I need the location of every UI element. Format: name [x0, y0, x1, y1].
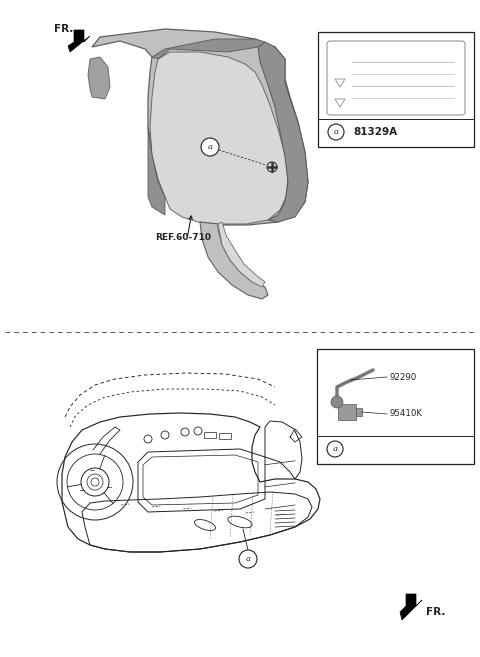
- Bar: [356, 408, 362, 416]
- Text: 81329A: 81329A: [353, 127, 397, 137]
- Polygon shape: [88, 57, 110, 99]
- Polygon shape: [148, 127, 165, 215]
- Circle shape: [327, 441, 343, 457]
- Bar: [318, 32, 474, 147]
- Text: a: a: [245, 555, 251, 563]
- Polygon shape: [152, 39, 265, 59]
- Polygon shape: [258, 42, 308, 222]
- Polygon shape: [218, 222, 265, 287]
- Bar: [317, 349, 474, 464]
- Polygon shape: [200, 222, 268, 299]
- Bar: [219, 433, 231, 439]
- Text: 95410K: 95410K: [389, 409, 422, 419]
- Text: FR.: FR.: [426, 607, 445, 617]
- Text: 92290: 92290: [389, 373, 416, 382]
- Polygon shape: [92, 29, 308, 225]
- Circle shape: [328, 124, 344, 140]
- Text: a: a: [333, 445, 337, 453]
- Circle shape: [239, 550, 257, 568]
- Text: FR.: FR.: [54, 24, 73, 34]
- Text: a: a: [334, 128, 338, 136]
- Circle shape: [201, 138, 219, 156]
- FancyBboxPatch shape: [327, 41, 465, 115]
- Text: REF.60-710: REF.60-710: [155, 233, 211, 242]
- Polygon shape: [150, 52, 288, 224]
- Polygon shape: [400, 594, 422, 620]
- Circle shape: [331, 396, 343, 408]
- Polygon shape: [68, 30, 90, 52]
- Text: a: a: [207, 143, 213, 151]
- Bar: [338, 404, 356, 420]
- Bar: [204, 432, 216, 438]
